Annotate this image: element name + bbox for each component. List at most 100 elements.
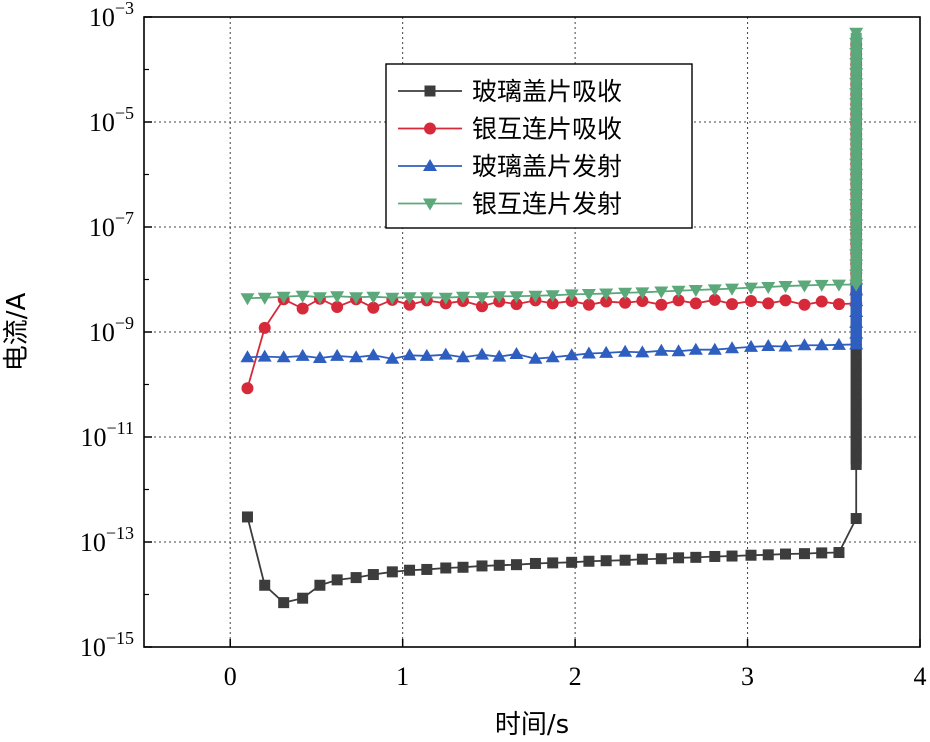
data-point	[816, 547, 828, 559]
data-point	[619, 554, 631, 566]
data-point	[492, 291, 507, 304]
data-point	[438, 292, 453, 305]
x-tick-label: 2	[569, 662, 582, 691]
data-point	[798, 548, 810, 560]
data-point	[493, 559, 505, 571]
spike-marker	[849, 249, 864, 262]
data-point	[832, 298, 845, 311]
spike-marker	[849, 269, 864, 282]
data-point	[331, 300, 344, 313]
data-point	[312, 292, 327, 305]
data-point	[240, 350, 255, 363]
data-point	[312, 350, 327, 363]
legend-label: 银互连片吸收	[472, 115, 622, 144]
axes: 0 1 2 3 4 10−15 10−13 10−11 10−9 10−7 10−5 10−3	[80, 0, 927, 691]
data-point	[475, 300, 488, 313]
spike-marker	[849, 337, 864, 350]
data-point	[546, 297, 559, 310]
data-point	[726, 298, 739, 311]
y-tick-label: 10−13	[80, 523, 134, 557]
data-point	[331, 574, 343, 586]
spike-marker	[850, 438, 862, 450]
data-point	[509, 291, 524, 304]
x-tick-label: 4	[914, 662, 927, 691]
data-point	[474, 292, 489, 305]
data-point	[419, 292, 434, 305]
data-point	[673, 552, 685, 564]
spike-marker	[850, 428, 862, 440]
legend-item-4: 银互连片发射	[398, 190, 622, 219]
spike-marker	[849, 27, 864, 40]
data-point	[528, 351, 543, 364]
data-point	[457, 561, 469, 573]
spike-marker	[849, 108, 864, 121]
y-tick-label: 10−5	[89, 103, 134, 137]
data-point	[850, 513, 862, 525]
data-point	[672, 294, 685, 307]
y-tick-label: 10−3	[89, 0, 134, 32]
legend-marker	[423, 198, 437, 211]
data-point	[761, 281, 776, 294]
data-point	[707, 284, 722, 297]
data-point	[492, 349, 507, 362]
x-tick-label: 1	[396, 662, 409, 691]
spike-marker	[849, 229, 864, 242]
data-point	[278, 597, 290, 609]
legend-marker	[424, 85, 436, 97]
data-point	[815, 295, 828, 308]
spike-marker	[849, 118, 864, 131]
y-axis-title: 电流/A	[2, 293, 32, 372]
data-point	[761, 339, 776, 352]
spike-marker	[849, 219, 864, 232]
data-point	[744, 339, 759, 352]
spike-marker	[849, 304, 864, 317]
data-point	[831, 337, 846, 350]
data-point	[367, 569, 379, 581]
data-point	[619, 296, 632, 309]
data-point	[402, 348, 417, 361]
spike-marker	[849, 315, 864, 328]
data-point	[708, 293, 721, 306]
spike-marker	[849, 209, 864, 222]
spike-marker	[849, 168, 864, 181]
x-axis-title: 时间/s	[495, 710, 569, 740]
series-line	[247, 283, 839, 300]
data-point	[600, 295, 613, 308]
spike-marker	[850, 458, 862, 470]
data-point	[566, 556, 578, 568]
data-point	[330, 348, 345, 361]
data-point	[725, 283, 740, 296]
data-point	[257, 292, 272, 305]
data-point	[295, 348, 310, 361]
spike-marker	[850, 358, 862, 370]
data-point	[581, 346, 596, 359]
data-point	[240, 293, 255, 306]
spike-marker	[850, 398, 862, 410]
data-point	[510, 559, 522, 571]
data-point	[618, 344, 633, 357]
data-point	[330, 291, 345, 304]
data-point	[707, 342, 722, 355]
data-point	[314, 579, 326, 591]
legend-item-2: 银互连片吸收	[398, 115, 622, 144]
data-point	[528, 290, 543, 303]
data-point	[296, 302, 309, 315]
data-point	[276, 291, 291, 304]
data-point	[688, 342, 703, 355]
data-point	[671, 344, 686, 357]
spike-marker	[850, 348, 862, 360]
data-point	[476, 560, 488, 572]
spike-marker	[850, 448, 862, 460]
data-point	[241, 511, 253, 523]
data-point	[564, 348, 579, 361]
data-point	[726, 550, 738, 562]
spike-marker	[849, 259, 864, 272]
spike-marker	[849, 37, 864, 50]
data-point	[438, 347, 453, 360]
data-point	[655, 298, 668, 311]
data-point	[367, 301, 380, 314]
data-point	[814, 338, 829, 351]
spike-marker	[850, 368, 862, 380]
